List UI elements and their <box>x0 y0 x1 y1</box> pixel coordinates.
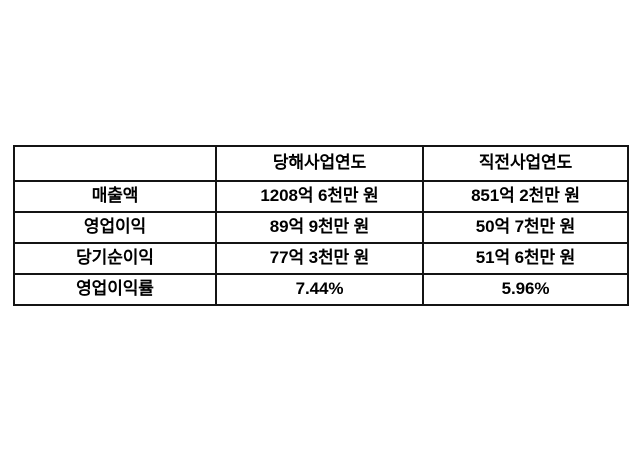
financial-summary-table-wrapper: 당해사업연도 직전사업연도 매출액 1208억 6천만 원 851억 2천만 원… <box>13 145 629 306</box>
table-row: 당기순이익 77억 3천만 원 51억 6천만 원 <box>13 242 629 275</box>
cell-revenue-current: 1208억 6천만 원 <box>215 180 424 213</box>
row-label-revenue: 매출액 <box>13 180 217 213</box>
table-header-row: 당해사업연도 직전사업연도 <box>13 145 629 182</box>
financial-summary-table: 당해사업연도 직전사업연도 매출액 1208억 6천만 원 851억 2천만 원… <box>13 145 629 306</box>
table-body: 매출액 1208억 6천만 원 851억 2천만 원 영업이익 89억 9천만 … <box>13 180 629 306</box>
table-header: 당해사업연도 직전사업연도 <box>13 145 629 182</box>
row-label-operating-profit: 영업이익 <box>13 211 217 244</box>
column-header-current-fiscal-year: 당해사업연도 <box>215 145 424 182</box>
cell-revenue-prior: 851억 2천만 원 <box>422 180 629 213</box>
cell-operating-margin-prior: 5.96% <box>422 273 629 306</box>
cell-operating-margin-current: 7.44% <box>215 273 424 306</box>
table-corner-cell <box>13 145 217 182</box>
table-row: 영업이익률 7.44% 5.96% <box>13 273 629 306</box>
column-header-prior-fiscal-year: 직전사업연도 <box>422 145 629 182</box>
cell-operating-profit-current: 89억 9천만 원 <box>215 211 424 244</box>
table-row: 영업이익 89억 9천만 원 50억 7천만 원 <box>13 211 629 244</box>
row-label-net-income: 당기순이익 <box>13 242 217 275</box>
table-row: 매출액 1208억 6천만 원 851억 2천만 원 <box>13 180 629 213</box>
cell-net-income-prior: 51억 6천만 원 <box>422 242 629 275</box>
row-label-operating-margin: 영업이익률 <box>13 273 217 306</box>
cell-operating-profit-prior: 50억 7천만 원 <box>422 211 629 244</box>
cell-net-income-current: 77억 3천만 원 <box>215 242 424 275</box>
